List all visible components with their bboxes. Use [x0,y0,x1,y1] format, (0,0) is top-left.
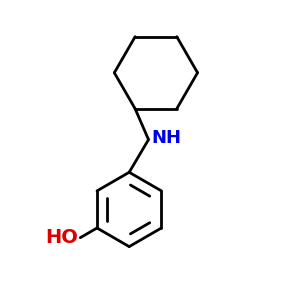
Text: NH: NH [152,129,182,147]
Text: HO: HO [45,228,78,247]
